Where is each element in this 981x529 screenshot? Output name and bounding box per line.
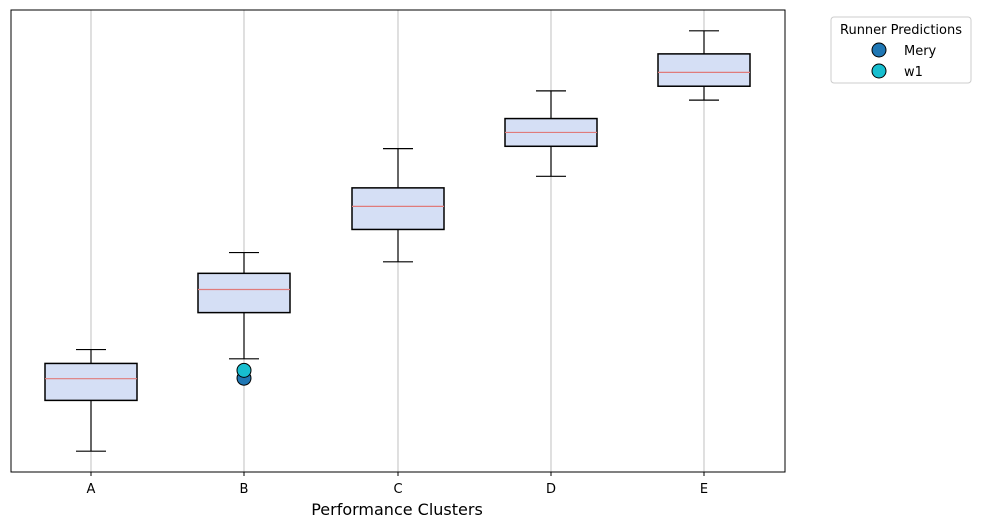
legend-marker-w1: [871, 63, 887, 79]
legend-title: Runner Predictions: [840, 23, 962, 38]
tick-label-d: D: [546, 482, 556, 497]
box-e: [657, 53, 751, 87]
legend-box: [830, 16, 972, 84]
boxes: [44, 30, 751, 452]
box-group-d: [504, 90, 598, 177]
legend-marker-mery: [871, 42, 887, 58]
legend-label-mery: Mery: [904, 44, 937, 59]
point-w1: [236, 362, 252, 378]
box-c: [351, 187, 445, 231]
tick-label-c: C: [393, 482, 402, 497]
legend: Runner Predictions Mery w1: [830, 16, 972, 84]
box-group-b: [197, 251, 291, 360]
x-axis-title: Performance Clusters: [311, 500, 483, 519]
box-group-a: [44, 348, 138, 452]
box-group-e: [657, 30, 751, 101]
box-group-c: [351, 148, 445, 263]
box-a: [44, 362, 138, 402]
tick-label-a: A: [87, 482, 96, 497]
box-b: [197, 272, 291, 314]
legend-items: Mery w1: [871, 42, 937, 80]
runner-points: [236, 362, 252, 386]
tick-label-e: E: [700, 482, 708, 497]
x-ticks: A B C D E: [87, 472, 708, 497]
tick-label-b: B: [240, 482, 249, 497]
legend-label-w1: w1: [904, 65, 923, 80]
